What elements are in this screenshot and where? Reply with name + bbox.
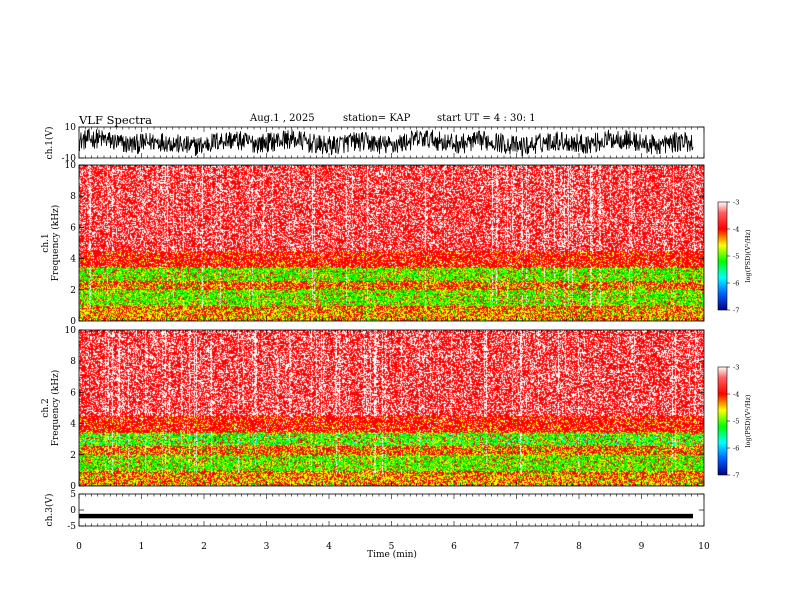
date-label: Aug.1 , 2025 xyxy=(250,113,315,124)
xtick-label-3: 3 xyxy=(264,542,270,552)
xtick-label-7: 7 xyxy=(514,542,520,552)
ch1-colorbar: log(PSD)(V²/Hz) xyxy=(717,201,752,311)
cb1-tick-label-3: -6 xyxy=(733,280,739,288)
xtick-label-2: 2 xyxy=(201,542,207,552)
ytick-label-s2-0: 0 xyxy=(70,482,76,492)
spec2-ylabel-channel: ch.2 xyxy=(41,398,51,417)
ch1-waveform-panel xyxy=(78,126,705,159)
xtick-label-9: 9 xyxy=(639,542,645,552)
ytick-label-s1-2: 4 xyxy=(70,255,76,265)
ch2-colorbar: log(PSD)(V²/Hz) xyxy=(717,366,752,476)
ytick-label-s2-5: 10 xyxy=(65,326,77,336)
chart-title: VLF Spectra xyxy=(79,113,153,127)
ch1-colorbar-label: log(PSD)(V²/Hz) xyxy=(744,229,752,282)
spec1-ylabel-channel: ch.1 xyxy=(41,233,51,252)
ch1-waveform-line xyxy=(78,127,694,157)
x-axis-label: Time (min) xyxy=(367,549,417,560)
ytick-label-s2-3: 6 xyxy=(70,388,76,398)
ch2-colorbar-label: log(PSD)(V²/Hz) xyxy=(744,394,752,447)
ytick-label-w3-1: 0 xyxy=(70,506,76,516)
ytick-label-s1-3: 6 xyxy=(70,223,76,233)
ytick-label-s2-4: 8 xyxy=(70,357,76,367)
start-time-label: start UT = 4 : 30: 1 xyxy=(437,113,536,124)
station-label: station= KAP xyxy=(343,113,411,124)
ytick-label-s2-2: 4 xyxy=(70,420,76,430)
spec1-ylabel-frequency: Frequency (kHz) xyxy=(50,205,61,282)
xtick-label-1: 1 xyxy=(139,542,145,552)
ytick-label-w3-0: 5 xyxy=(70,490,76,500)
ch3-waveform-band xyxy=(79,513,693,519)
cb2-tick-label-1: -4 xyxy=(733,391,739,399)
cb1-tick-label-4: -7 xyxy=(733,307,739,315)
ytick-label-s1-4: 8 xyxy=(70,192,76,202)
cb2-tick-label-4: -7 xyxy=(733,472,739,480)
xtick-label-4: 4 xyxy=(326,542,332,552)
ytick-label-w3-2: -5 xyxy=(67,522,76,532)
ch2-spectrogram-image xyxy=(79,330,704,486)
ch3-ylabel: ch.3(V) xyxy=(44,494,55,527)
ytick-label-w1-1: -10 xyxy=(62,154,77,164)
ytick-label-s1-5: 10 xyxy=(65,161,77,171)
cb1-tick-label-2: -5 xyxy=(733,253,739,261)
xtick-label-6: 6 xyxy=(451,542,457,552)
ch1-spectrogram-panel xyxy=(78,164,705,322)
xtick-label-0: 0 xyxy=(76,542,82,552)
ch2-spectrogram-panel xyxy=(78,329,705,487)
cb2-tick-label-0: -3 xyxy=(733,364,739,372)
ch1-spectrogram-image xyxy=(79,165,704,321)
ytick-label-s1-1: 2 xyxy=(70,286,76,296)
cb1-tick-label-0: -3 xyxy=(733,199,739,207)
spec2-ylabel-frequency: Frequency (kHz) xyxy=(50,370,61,447)
ch1-ylabel: ch.1(V) xyxy=(44,127,55,160)
ytick-label-w1-0: 10 xyxy=(65,123,77,133)
cb1-tick-label-1: -4 xyxy=(733,226,739,234)
ytick-label-s1-0: 0 xyxy=(70,317,76,327)
cb2-tick-label-2: -5 xyxy=(733,418,739,426)
xtick-label-10: 10 xyxy=(698,542,710,552)
xtick-label-8: 8 xyxy=(576,542,582,552)
xtick-label-5: 5 xyxy=(389,542,395,552)
cb2-tick-label-3: -6 xyxy=(733,445,739,453)
ytick-label-s2-1: 2 xyxy=(70,451,76,461)
